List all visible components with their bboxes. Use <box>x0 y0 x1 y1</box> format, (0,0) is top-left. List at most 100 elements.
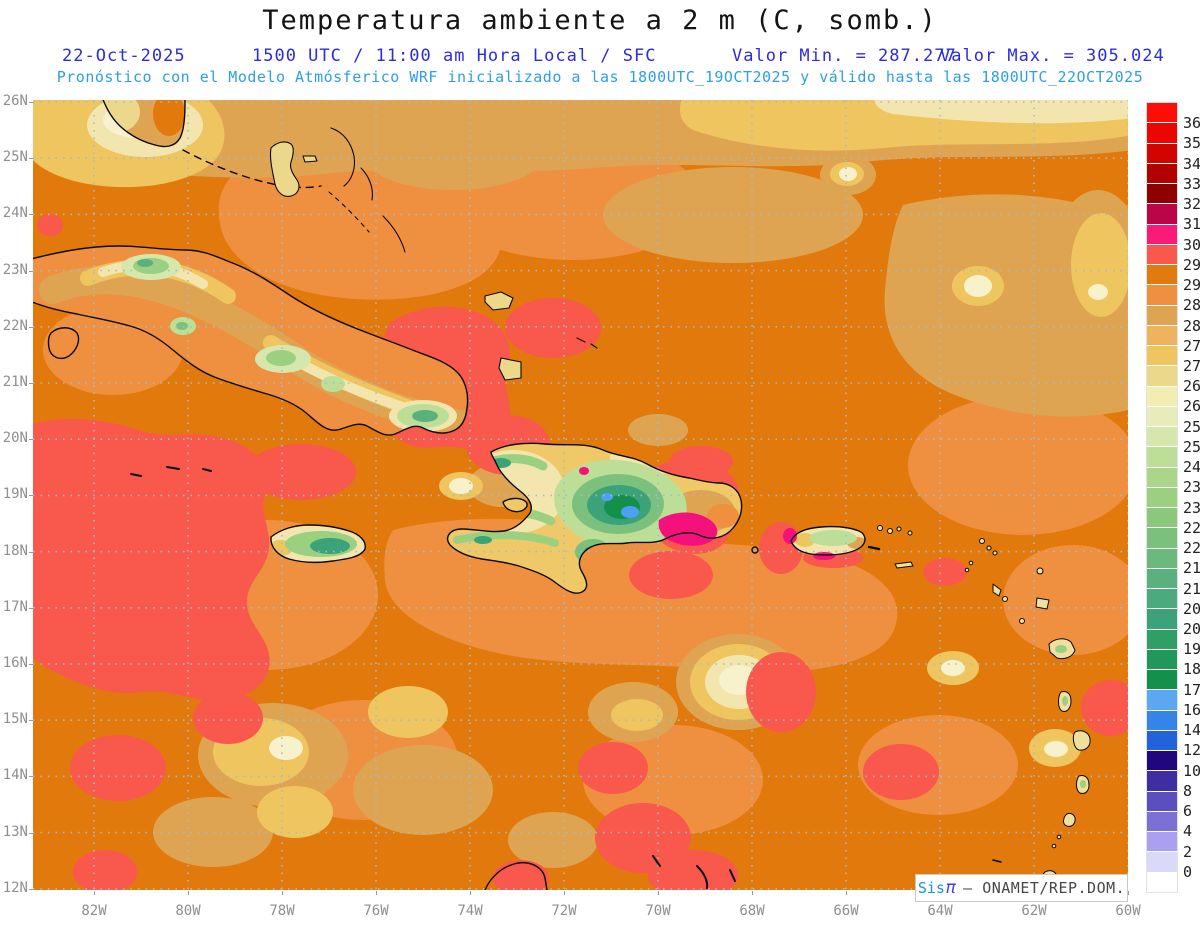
colorbar-tick-label: 29 <box>1183 276 1200 295</box>
lat-tick <box>29 383 33 384</box>
colorbar-cell <box>1147 447 1177 468</box>
colorbar-cell <box>1147 224 1177 245</box>
florida-keys-coastline <box>182 149 322 189</box>
colorbar-cell <box>1147 872 1177 892</box>
lat-label: 25N <box>2 149 28 166</box>
isle-of-youth-coastline <box>47 327 80 360</box>
lat-tick <box>29 551 33 553</box>
colorbar-tick-label: 22.5 <box>1183 518 1200 537</box>
lat-label: 24N <box>2 205 28 222</box>
lat-label: 22N <box>2 317 28 334</box>
colorbar-cell <box>1147 325 1177 346</box>
colorbar-cell <box>1147 528 1177 549</box>
map-canvas <box>26 93 1143 900</box>
lon-label: 62W <box>1021 903 1047 919</box>
page-title: Temperatura ambiente a 2 m (C, somb.) <box>262 5 938 36</box>
colorbar-cell <box>1147 852 1177 873</box>
lon-tick <box>564 891 565 895</box>
colorbar-tick-label: 32 <box>1183 195 1200 214</box>
watermark-credit: – ONAMET/REP.DOM. <box>963 879 1126 897</box>
magenta-hotspots <box>579 467 835 560</box>
colorbar-tick-label: 6 <box>1183 802 1193 821</box>
cayman-islands-coastline <box>130 466 212 477</box>
guajira-peninsula-coastline <box>484 861 548 891</box>
colorbar-tick-label: 31.5 <box>1183 215 1200 234</box>
lat-label: 15N <box>2 711 28 728</box>
lon-label: 66W <box>833 903 859 919</box>
lon-tick <box>188 891 189 895</box>
colorbar-cell <box>1147 670 1177 691</box>
lat-label: 26N <box>2 93 28 109</box>
lat-label: 23N <box>2 261 28 278</box>
colorbar <box>1146 102 1178 893</box>
colorbar-cell <box>1147 589 1177 610</box>
colorbar-cell <box>1147 690 1177 711</box>
value-max-label: Valor Max. = 305.024 <box>940 46 1165 66</box>
colorbar-tick-label: 16 <box>1183 700 1200 719</box>
lon-tick <box>282 891 283 895</box>
lat-tick <box>29 832 33 834</box>
lon-label: 70W <box>645 903 671 919</box>
colorbar-tick-label: 20.5 <box>1183 599 1200 618</box>
jamaica-field <box>270 525 366 563</box>
colorbar-tick-label: 17 <box>1183 680 1200 699</box>
watermark-brand: Sis <box>917 879 945 897</box>
vieques-coastline <box>867 545 881 551</box>
lat-label: 17N <box>2 598 28 615</box>
bahamas-coastlines <box>269 127 598 381</box>
lon-label: 68W <box>739 903 765 919</box>
colorbar-cell <box>1147 346 1177 367</box>
colorbar-tick-label: 26.5 <box>1183 377 1200 396</box>
lat-label: 21N <box>2 374 28 390</box>
colorbar-tick-label: 12 <box>1183 741 1200 760</box>
colorbar-cell <box>1147 163 1177 184</box>
curacao-coastline <box>696 865 709 889</box>
lat-label: 12N <box>2 879 28 896</box>
lat-label: 13N <box>2 823 28 840</box>
lon-tick <box>1128 891 1129 895</box>
colorbar-cell <box>1147 244 1177 265</box>
lat-tick <box>29 270 33 272</box>
lat-label: 16N <box>2 655 28 671</box>
colorbar-cell <box>1147 305 1177 326</box>
coastlines <box>26 93 1091 891</box>
valid-date: 22-Oct-2025 <box>62 46 186 66</box>
colorbar-tick-label: 36 <box>1183 114 1200 133</box>
colorbar-tick-label: 28 <box>1183 316 1200 335</box>
los-roques-coastline <box>992 859 1002 863</box>
lon-label: 78W <box>269 903 295 919</box>
lesser-antilles-coastlines <box>877 525 1091 886</box>
colorbar-cell <box>1147 629 1177 650</box>
lon-tick <box>846 891 847 895</box>
colorbar-tick-label: 25.5 <box>1183 417 1200 436</box>
lat-tick <box>29 102 33 103</box>
colorbar-cell <box>1147 710 1177 731</box>
colorbar-tick-label: 34 <box>1183 154 1200 173</box>
colorbar-tick-label: 20 <box>1183 620 1200 638</box>
colorbar-cell <box>1147 609 1177 630</box>
colorbar-tick-label: 19 <box>1183 640 1200 659</box>
colorbar-cell <box>1147 508 1177 529</box>
colorbar-cell <box>1147 265 1177 286</box>
bonaire-coastline <box>729 869 736 882</box>
colorbar-tick-label: 23 <box>1183 498 1200 517</box>
colorbar-cell <box>1147 811 1177 832</box>
lat-tick <box>29 776 33 778</box>
colorbar-cell <box>1147 568 1177 589</box>
ocean-temperature-field <box>28 93 1143 900</box>
lon-label: 64W <box>927 903 953 919</box>
colorbar-cell <box>1147 751 1177 772</box>
colorbar-tick-label: 22 <box>1183 539 1200 558</box>
colorbar-tick-label: 26 <box>1183 397 1200 416</box>
colorbar-tick-label: 2 <box>1183 842 1193 861</box>
lon-label: 76W <box>363 903 389 919</box>
colorbar-cell <box>1147 548 1177 569</box>
colorbar-cell <box>1147 832 1177 853</box>
colorbar-tick-label: 4 <box>1183 822 1193 841</box>
colorbar-tick-label: 18 <box>1183 660 1200 679</box>
model-info-line: Pronóstico con el Modelo Atmósferico WRF… <box>56 68 1144 86</box>
colorbar-cell <box>1147 427 1177 448</box>
lat-tick <box>29 214 33 216</box>
lon-label: 60W <box>1115 903 1141 919</box>
colorbar-tick-label: 23.5 <box>1183 478 1200 497</box>
